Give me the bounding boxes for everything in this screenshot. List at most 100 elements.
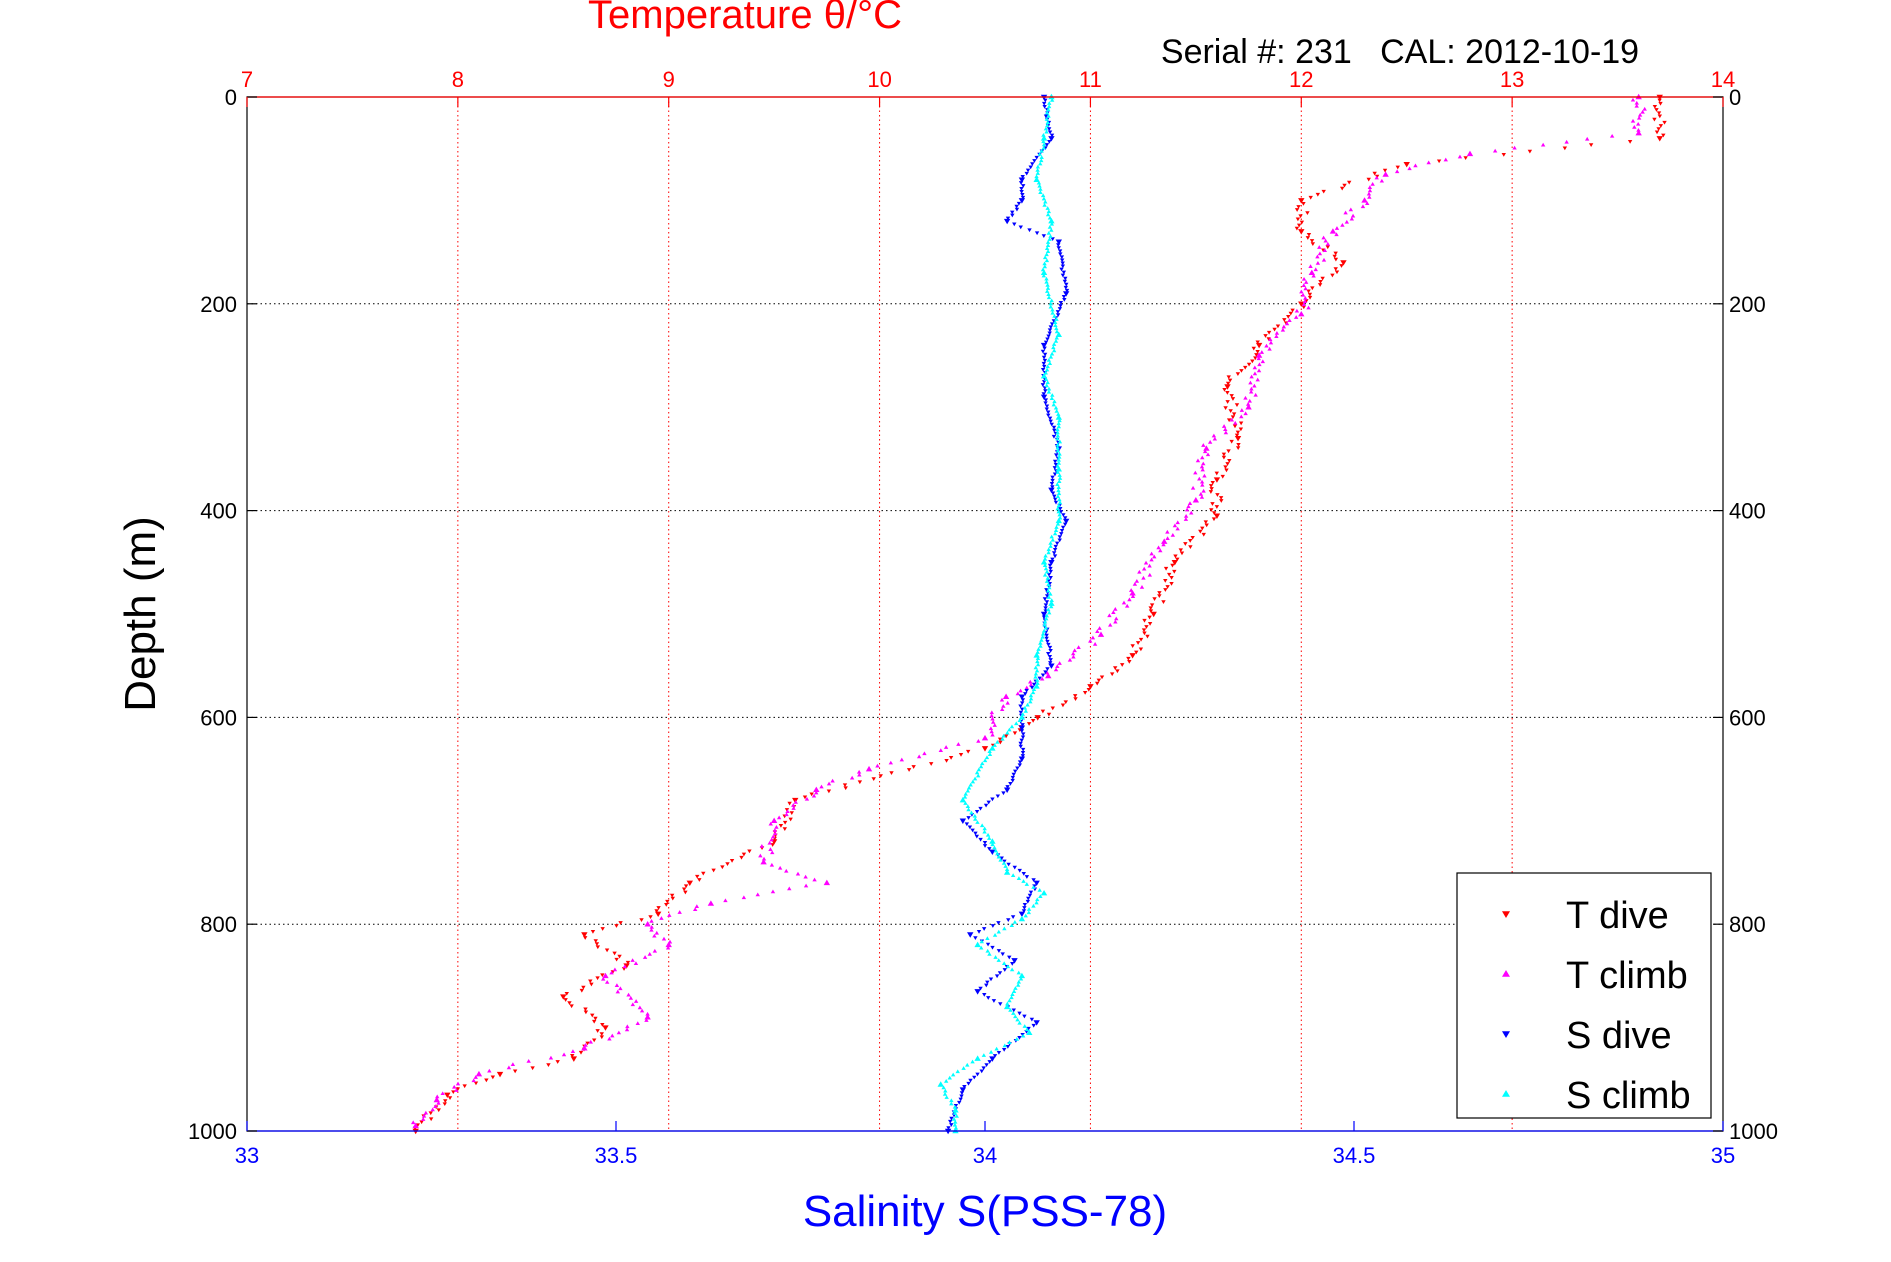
data-sample [857, 772, 862, 777]
data-sample [1350, 213, 1356, 218]
data-sample [965, 749, 971, 754]
data-sample [996, 949, 1002, 953]
data-sample [985, 948, 990, 953]
data-sample [969, 810, 974, 815]
data-sample [995, 794, 1001, 799]
data-sample [1092, 642, 1098, 646]
data-sample [451, 1090, 456, 1095]
data-sample [1045, 120, 1050, 124]
data-sample [1048, 591, 1053, 596]
data-sample [739, 855, 744, 860]
data-sample [506, 1065, 512, 1070]
data-sample [1317, 283, 1323, 287]
data-sample [1057, 454, 1062, 459]
data-sample [906, 768, 912, 772]
data-point [1234, 435, 1242, 442]
data-sample [1054, 317, 1059, 321]
data-sample [956, 742, 961, 746]
data-sample [1187, 501, 1193, 505]
data-sample [1223, 406, 1228, 411]
data-sample [1046, 410, 1051, 415]
data-sample [1082, 691, 1088, 695]
data-sample [1252, 365, 1258, 370]
data-sample [1630, 97, 1636, 102]
data-sample [1048, 661, 1053, 665]
data-sample [1048, 301, 1053, 306]
data-point [1033, 880, 1040, 887]
data-sample [1060, 261, 1065, 266]
data-sample [1010, 873, 1016, 877]
data-sample [1157, 591, 1162, 595]
data-sample [974, 770, 980, 775]
y-tick-label-left: 1000 [188, 1119, 237, 1144]
data-sample [1030, 162, 1035, 167]
data-sample [625, 1024, 630, 1029]
data-sample [941, 1085, 946, 1090]
data-point [602, 1025, 609, 1031]
data-sample [768, 821, 773, 826]
data-sample [1158, 548, 1163, 553]
data-sample [996, 958, 1001, 962]
data-sample [440, 1091, 445, 1096]
data-sample [1263, 334, 1268, 338]
data-sample [664, 903, 669, 907]
data-sample [1057, 473, 1062, 477]
data-sample [1562, 146, 1568, 151]
x-top-tick-label: 9 [663, 67, 675, 92]
data-sample [849, 775, 855, 780]
data-sample [1165, 529, 1170, 534]
data-sample [614, 924, 619, 928]
data-sample [1017, 760, 1023, 765]
data-sample [1585, 136, 1590, 141]
data-sample [1001, 1048, 1007, 1052]
data-sample [996, 854, 1002, 859]
data-sample [949, 1116, 954, 1121]
data-sample [784, 808, 790, 812]
data-sample [1019, 189, 1024, 194]
data-sample [1205, 452, 1211, 457]
data-sample [778, 824, 784, 828]
data-sample [600, 973, 605, 978]
data-sample [767, 840, 772, 845]
data-sample [1015, 1017, 1020, 1022]
data-sample [982, 844, 988, 848]
data-sample [1057, 535, 1062, 540]
data-sample [984, 1063, 989, 1068]
data-sample [1183, 513, 1189, 518]
data-sample [1047, 224, 1053, 229]
data-sample [1226, 418, 1232, 423]
data-sample [1202, 449, 1208, 454]
data-point [1033, 652, 1040, 658]
data-sample [1048, 648, 1053, 653]
data-sample [1209, 487, 1214, 491]
data-sample [1040, 193, 1046, 198]
data-sample [1047, 331, 1052, 336]
data-sample [1394, 169, 1400, 174]
data-sample [1281, 324, 1287, 329]
data-sample [1002, 968, 1007, 972]
data-sample [1039, 148, 1044, 153]
data-sample [510, 1062, 516, 1066]
data-sample [1293, 315, 1299, 319]
data-sample [782, 820, 788, 825]
data-sample [1041, 196, 1047, 201]
data-sample [1046, 386, 1052, 391]
data-sample [1048, 419, 1053, 424]
data-sample [1016, 979, 1021, 984]
data-sample [1044, 276, 1049, 281]
data-sample [1005, 700, 1010, 705]
data-sample [1243, 365, 1248, 370]
data-sample [981, 927, 987, 931]
data-sample [1256, 356, 1261, 361]
data-point [823, 879, 831, 886]
data-sample [972, 1075, 977, 1080]
data-sample [1006, 918, 1011, 922]
data-sample [1172, 523, 1178, 528]
data-sample [1044, 289, 1050, 293]
data-sample [1148, 606, 1153, 611]
data-sample [1060, 525, 1066, 530]
data-sample [1042, 264, 1048, 269]
data-sample [1054, 326, 1059, 331]
data-sample [772, 831, 778, 836]
data-sample [1034, 174, 1039, 179]
